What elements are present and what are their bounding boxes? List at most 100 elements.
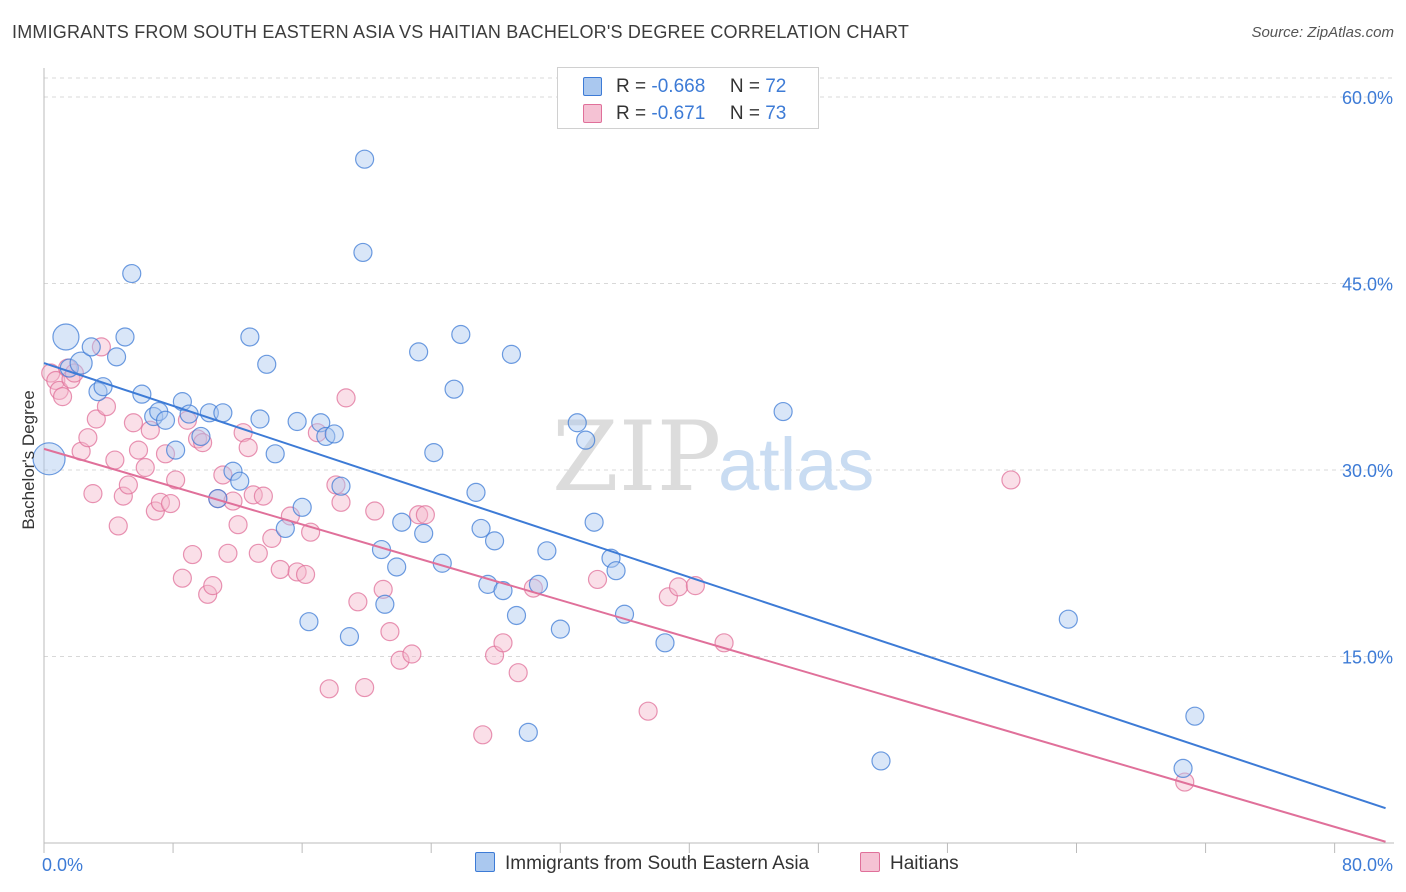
haitians-point-9 xyxy=(83,484,103,504)
legend-n-label-blue: N = xyxy=(729,76,760,97)
x-tick-label-1: 80.0% xyxy=(1342,855,1393,875)
sea-point-65 xyxy=(655,633,675,653)
sea-point-22 xyxy=(230,471,250,491)
sea-point-34 xyxy=(331,476,351,496)
sea-point-54 xyxy=(506,605,527,626)
haitians-point-34 xyxy=(213,465,233,485)
haitians-point-12 xyxy=(96,396,117,417)
sea-point-1 xyxy=(52,323,80,351)
haitians-point-42 xyxy=(253,486,273,506)
sea-point-10 xyxy=(132,384,152,404)
sea-point-24 xyxy=(250,409,270,429)
sea-point-39 xyxy=(375,594,395,614)
haitians-point-61 xyxy=(409,505,429,525)
haitians-point-58 xyxy=(380,622,400,642)
haitians-point-63 xyxy=(473,725,493,745)
sea-point-36 xyxy=(353,242,373,263)
haitians-point-15 xyxy=(113,486,133,506)
sea-trend-line xyxy=(43,362,1386,810)
y-axis-label: Bachelor's Degree xyxy=(19,390,38,529)
y-tick-label-2: 45.0% xyxy=(1342,275,1393,295)
sea-point-58 xyxy=(550,619,570,639)
haitians-point-57 xyxy=(373,579,393,599)
haitians-point-11 xyxy=(91,337,111,357)
sea-point-23 xyxy=(240,327,260,347)
watermark-zip: ZIP xyxy=(552,401,721,513)
chart-title: IMMIGRANTS FROM SOUTH EASTERN ASIA VS HA… xyxy=(12,22,910,42)
y-tick-label-1: 30.0% xyxy=(1342,461,1393,481)
sea-point-30 xyxy=(299,612,319,632)
sea-point-55 xyxy=(518,722,538,742)
sea-point-19 xyxy=(208,488,228,509)
sea-point-67 xyxy=(871,751,891,771)
sea-point-47 xyxy=(451,324,471,345)
trend-lines xyxy=(43,362,1386,843)
tick-labels: 15.0% 30.0% 45.0% 60.0% 0.0% 80.0% xyxy=(42,88,1393,875)
haitians-point-52 xyxy=(331,492,351,512)
legend-n-value-blue: 72 xyxy=(765,76,787,97)
legend-r-value-pink: -0.671 xyxy=(651,103,706,124)
sea-point-9 xyxy=(122,263,142,284)
sea-point-68 xyxy=(1058,609,1078,629)
bottom-legend-pink: Haitians xyxy=(860,852,959,875)
sea-point-53 xyxy=(501,344,522,364)
sea-point-41 xyxy=(392,512,412,532)
haitians-point-41 xyxy=(248,543,268,563)
gridlines xyxy=(44,77,1394,657)
legend-r-label-blue: R = xyxy=(616,76,647,97)
sea-point-48 xyxy=(466,482,486,502)
sea-point-7 xyxy=(106,347,127,367)
sea-point-63 xyxy=(606,561,626,581)
haitians-point-25 xyxy=(166,470,186,490)
haitians-point-54 xyxy=(348,592,368,612)
haitians-point-3 xyxy=(52,387,73,407)
sea-point-61 xyxy=(584,512,604,532)
sea-point-8 xyxy=(115,327,135,347)
haitians-trend-line xyxy=(43,447,1386,843)
haitians-point-19 xyxy=(135,457,155,478)
haitians-point-71 xyxy=(668,577,689,597)
haitians-point-65 xyxy=(493,633,513,653)
haitians-point-32 xyxy=(203,576,223,596)
x-tick-label-0: 0.0% xyxy=(42,855,83,875)
sea-point-3 xyxy=(69,351,93,375)
sea-point-57 xyxy=(537,541,557,561)
y-tick-label-0: 15.0% xyxy=(1342,648,1393,668)
sea-point-49 xyxy=(471,518,491,539)
source-label: Source: ZipAtlas.com xyxy=(1251,24,1394,41)
sea-point-69 xyxy=(1173,758,1193,779)
sea-point-26 xyxy=(265,444,285,464)
haitians-point-44 xyxy=(270,559,290,580)
sea-point-56 xyxy=(528,574,549,594)
legend-r-label-pink: R = xyxy=(616,103,647,124)
sea-point-70 xyxy=(1185,706,1205,726)
legend-r-value-blue: -0.668 xyxy=(651,76,706,97)
sea-point-14 xyxy=(166,440,186,460)
haitians-point-8 xyxy=(78,428,98,448)
sea-point-62 xyxy=(601,548,621,568)
haitians-point-26 xyxy=(172,568,192,588)
bottom-legend-swatch-blue xyxy=(475,852,495,872)
sea-points xyxy=(32,149,1205,779)
haitians-point-56 xyxy=(365,501,385,521)
axes xyxy=(43,68,1394,853)
haitians-point-24 xyxy=(160,493,181,514)
legend-n-label-pink: N = xyxy=(729,103,760,124)
haitians-point-62 xyxy=(415,505,435,525)
haitians-point-39 xyxy=(238,438,258,458)
bottom-legend-swatch-pink xyxy=(860,852,880,872)
sea-point-28 xyxy=(287,411,307,432)
sea-point-4 xyxy=(81,337,101,357)
haitians-point-55 xyxy=(355,677,375,698)
haitians-point-50 xyxy=(319,679,339,699)
sea-point-17 xyxy=(191,426,211,447)
bottom-legend-blue: Immigrants from South Eastern Asia xyxy=(475,852,809,875)
sea-point-59 xyxy=(567,413,587,433)
haitians-point-53 xyxy=(336,388,356,408)
haitians-point-70 xyxy=(658,587,678,607)
haitians-point-66 xyxy=(508,663,528,683)
bottom-legend-label-pink: Haitians xyxy=(890,853,959,874)
haitians-point-14 xyxy=(108,516,128,536)
haitians-point-74 xyxy=(1001,470,1021,490)
